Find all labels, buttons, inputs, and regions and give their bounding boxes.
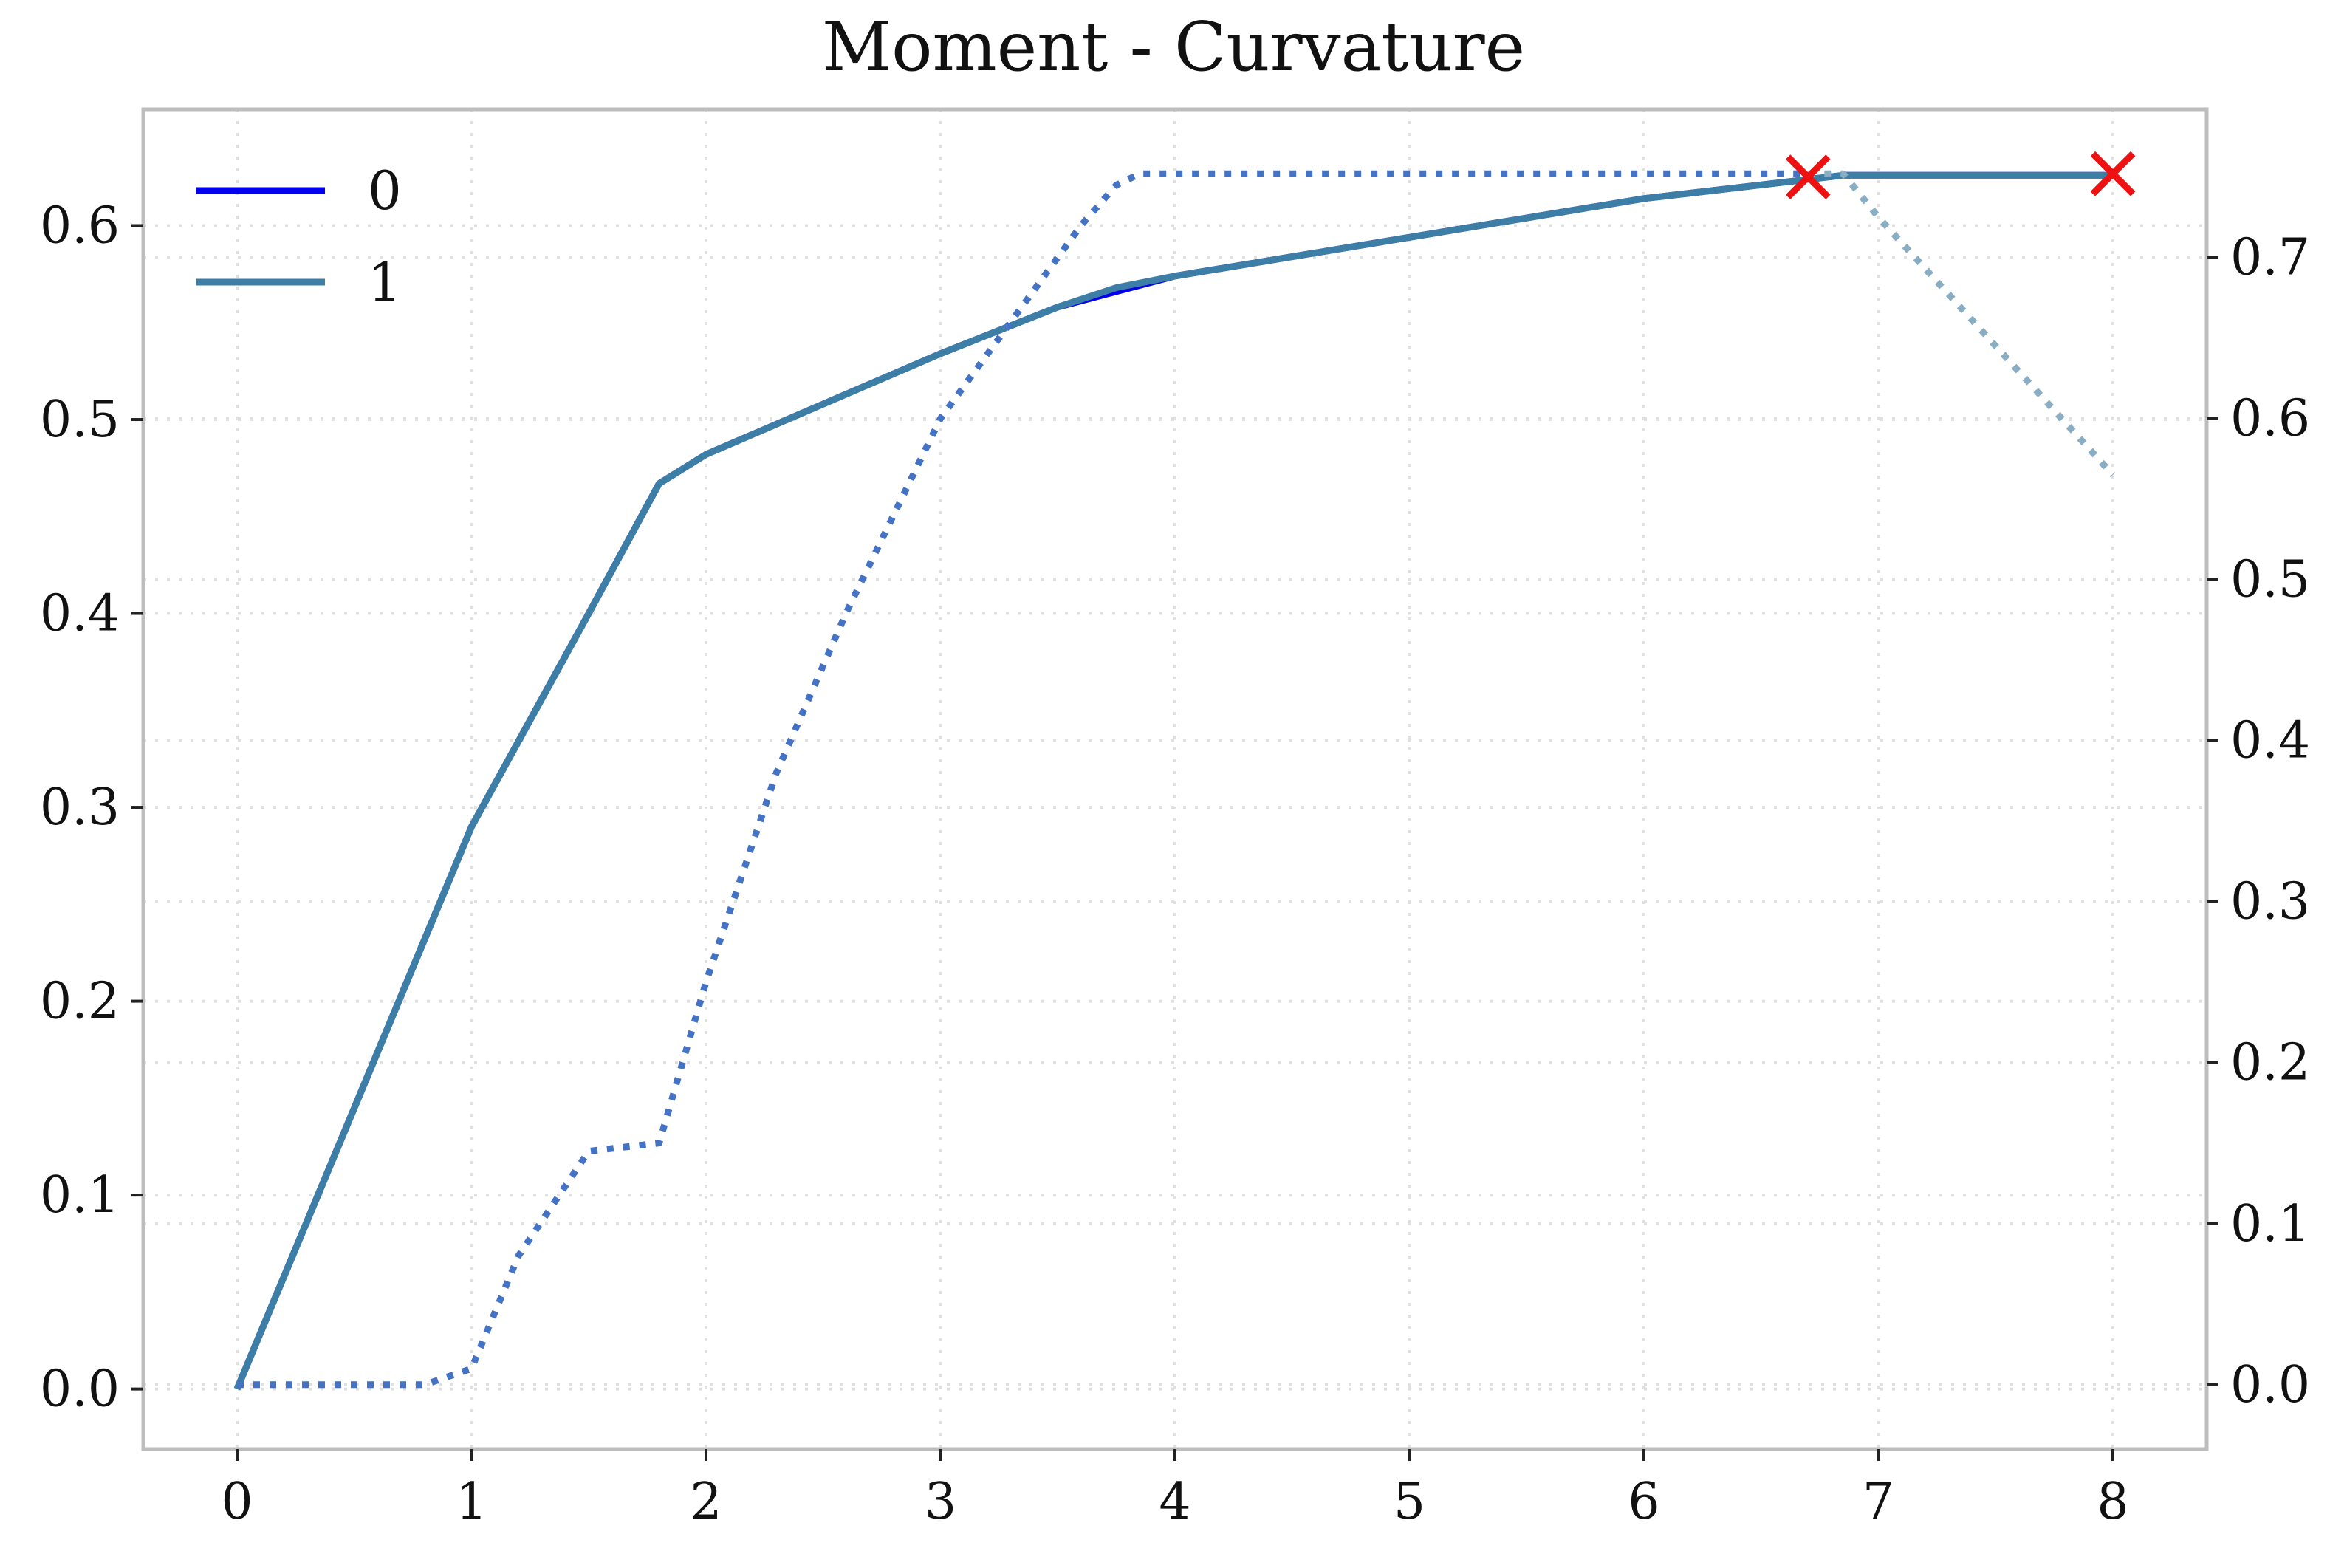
y-tick-label: 0.3 bbox=[40, 778, 120, 837]
y2-tick-label: 0.0 bbox=[2230, 1356, 2310, 1414]
x-tick-label: 4 bbox=[1159, 1473, 1190, 1531]
x-tick-label: 2 bbox=[690, 1473, 722, 1531]
legend-label-1: 1 bbox=[368, 251, 402, 313]
series-layer bbox=[233, 170, 2116, 1391]
marker-x-0 bbox=[1785, 154, 1831, 199]
y-tick-label: 0.0 bbox=[40, 1360, 120, 1419]
y-axis-right: 0.0 0.1 0.2 0.3 0.4 0.5 0.6 0.7 bbox=[2207, 229, 2310, 1414]
y2-tick-label: 0.7 bbox=[2230, 229, 2310, 287]
y-tick-label: 0.1 bbox=[40, 1166, 120, 1225]
x-tick-label: 8 bbox=[2097, 1473, 2128, 1531]
series-line-2 bbox=[237, 170, 1809, 1389]
x-tick-label: 3 bbox=[925, 1473, 956, 1531]
y-tick-label: 0.5 bbox=[40, 391, 120, 449]
x-tick-label: 5 bbox=[1394, 1473, 1425, 1531]
y2-tick-label: 0.1 bbox=[2230, 1195, 2310, 1253]
x-tick-label: 7 bbox=[1863, 1473, 1894, 1531]
x-tick-label: 0 bbox=[221, 1473, 253, 1531]
legend: 0 1 bbox=[196, 160, 402, 313]
marker-layer bbox=[1785, 151, 2136, 199]
y2-tick-label: 0.4 bbox=[2230, 712, 2310, 770]
series-line-3 bbox=[1808, 170, 2116, 477]
y-tick-label: 0.2 bbox=[40, 973, 120, 1031]
chart-title: Moment - Curvature bbox=[822, 7, 1525, 86]
marker-x-1 bbox=[2090, 151, 2136, 196]
y-tick-label: 0.4 bbox=[40, 585, 120, 643]
x-axis: 0 1 2 3 4 5 6 7 8 bbox=[221, 1449, 2129, 1531]
y2-tick-label: 0.3 bbox=[2230, 873, 2310, 931]
grid bbox=[143, 109, 2207, 1449]
x-tick-label: 6 bbox=[1628, 1473, 1659, 1531]
y2-tick-label: 0.6 bbox=[2230, 390, 2310, 448]
y2-tick-label: 0.2 bbox=[2230, 1034, 2310, 1092]
series-line-0 bbox=[233, 171, 2113, 1391]
series-line-1 bbox=[233, 171, 2113, 1391]
legend-label-0: 0 bbox=[368, 160, 402, 222]
y-tick-label: 0.6 bbox=[40, 197, 120, 256]
y-axis-left: 0.0 0.1 0.2 0.3 0.4 0.5 0.6 bbox=[40, 197, 143, 1419]
y2-tick-label: 0.5 bbox=[2230, 551, 2310, 609]
x-tick-label: 1 bbox=[456, 1473, 487, 1531]
